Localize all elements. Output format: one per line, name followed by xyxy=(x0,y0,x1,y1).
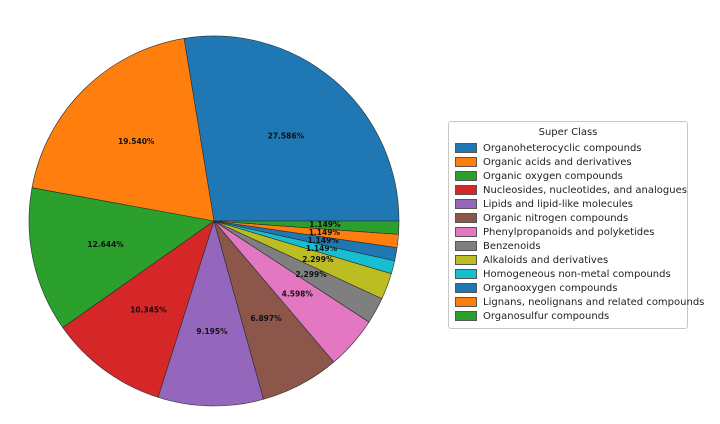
legend-swatch xyxy=(455,199,477,209)
legend-entry: Homogeneous non-metal compounds xyxy=(455,267,681,281)
legend-label: Nucleosides, nucleotides, and analogues xyxy=(483,184,687,196)
legend-label: Organooxygen compounds xyxy=(483,282,618,294)
legend-entries: Organoheterocyclic compounds Organic acid… xyxy=(455,141,704,323)
legend-entry: Benzenoids xyxy=(455,239,681,253)
legend-label: Organic oxygen compounds xyxy=(483,170,623,182)
slice-percent-label: 4.598% xyxy=(282,289,314,298)
legend-entry: Phenylpropanoids and polyketides xyxy=(455,225,681,239)
pie-slice xyxy=(28,187,215,328)
legend-swatch xyxy=(455,227,477,237)
pie-slice xyxy=(62,220,215,398)
legend-swatch xyxy=(455,213,477,223)
slice-percent-label: 6.897% xyxy=(250,314,282,323)
legend-swatch xyxy=(455,185,477,195)
slice-percent-label: 10.345% xyxy=(130,306,167,315)
legend-label: Benzenoids xyxy=(483,240,541,252)
pie-chart: 27.586% 19.540% 12.644% 10.345% 9.195% 6.897%… xyxy=(28,35,400,407)
legend-swatch xyxy=(455,241,477,251)
slice-percent-label: 2.299% xyxy=(295,270,327,279)
legend-swatch xyxy=(455,297,477,307)
legend-swatch xyxy=(455,311,477,321)
legend-label: Organic acids and derivatives xyxy=(483,156,632,168)
legend-label: Organic nitrogen compounds xyxy=(483,212,629,224)
legend-label: Lignans, neolignans and related compound… xyxy=(483,296,705,308)
slice-percent-label: 27.586% xyxy=(268,131,305,140)
slice-percent-label: 1.149% xyxy=(309,228,341,237)
legend-entry: Organic acids and derivatives xyxy=(455,155,681,169)
legend-swatch xyxy=(455,143,477,153)
legend-swatch xyxy=(455,283,477,293)
pie-slice xyxy=(157,219,264,407)
slice-percent-label: 19.540% xyxy=(118,137,155,146)
slice-percent-label: 12.644% xyxy=(87,240,124,249)
slice-percent-label: 1.149% xyxy=(306,244,338,253)
legend-title: Super Class xyxy=(538,127,598,138)
legend-label: Organoheterocyclic compounds xyxy=(483,142,642,154)
legend-entry: Organic nitrogen compounds xyxy=(455,211,681,225)
legend-entry: Organooxygen compounds xyxy=(455,281,681,295)
legend-label: Phenylpropanoids and polyketides xyxy=(483,226,655,238)
legend-label: Lipids and lipid-like molecules xyxy=(483,198,633,210)
legend-swatch xyxy=(455,255,477,265)
legend-swatch xyxy=(455,157,477,167)
legend-entry: Organoheterocyclic compounds xyxy=(455,141,681,155)
legend: Super Class Organoheterocyclic compounds… xyxy=(448,121,704,329)
slice-percent-label: 2.299% xyxy=(302,255,334,264)
legend-entry: Organosulfur compounds xyxy=(455,309,681,323)
pie-slice xyxy=(31,38,215,222)
legend-entry: Lignans, neolignans and related compound… xyxy=(455,295,704,309)
pie-slice xyxy=(213,220,400,235)
slice-percent-label: 1.149% xyxy=(309,220,341,229)
slice-percent-label: 9.195% xyxy=(196,327,228,336)
legend-label: Homogeneous non-metal compounds xyxy=(483,268,671,280)
legend-entry: Alkaloids and derivatives xyxy=(455,253,681,267)
legend-entry: Nucleosides, nucleotides, and analogues xyxy=(455,183,687,197)
slice-percent-label: 1.149% xyxy=(308,236,340,245)
legend-swatch xyxy=(455,269,477,279)
legend-label: Alkaloids and derivatives xyxy=(483,254,609,266)
legend-swatch xyxy=(455,171,477,181)
pie-slice xyxy=(183,35,400,222)
legend-entry: Organic oxygen compounds xyxy=(455,169,681,183)
legend-entry: Lipids and lipid-like molecules xyxy=(455,197,681,211)
legend-label: Organosulfur compounds xyxy=(483,310,610,322)
